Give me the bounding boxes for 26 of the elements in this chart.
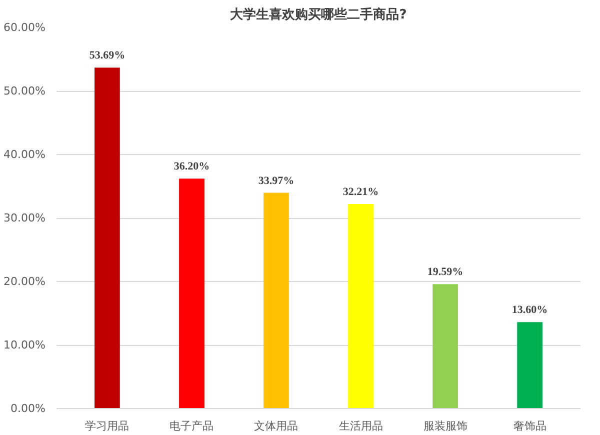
x-tick-label: 学习用品 — [85, 420, 130, 432]
data-label: 13.60% — [512, 304, 548, 316]
bar — [264, 192, 289, 408]
data-label: 33.97% — [258, 174, 294, 187]
x-tick-label: 服装服饰 — [423, 420, 468, 432]
bar — [94, 68, 120, 408]
chart-title: 大学生喜欢购买哪些二手商品? — [230, 6, 407, 22]
x-tick-label: 奢饰品 — [513, 420, 546, 432]
y-tick-label: 30.00% — [4, 212, 46, 224]
y-tick-label: 0.00% — [10, 402, 46, 415]
x-tick-label: 电子产品 — [170, 420, 214, 432]
data-label: 36.20% — [174, 160, 210, 173]
x-tick-label: 生活用品 — [338, 420, 383, 432]
data-label: 32.21% — [342, 186, 379, 198]
y-tick-label: 10.00% — [4, 338, 46, 352]
y-tick-label: 40.00% — [4, 148, 46, 161]
data-label: 19.59% — [427, 266, 464, 278]
y-tick-label: 60.00% — [4, 21, 46, 34]
y-tick-label: 50.00% — [4, 84, 46, 98]
bar — [432, 284, 458, 408]
bar — [348, 204, 374, 408]
bar — [517, 322, 542, 408]
bar — [179, 178, 204, 408]
data-label: 53.69% — [89, 50, 126, 62]
x-tick-label: 文体用品 — [254, 420, 298, 432]
y-tick-label: 20.00% — [4, 275, 46, 288]
